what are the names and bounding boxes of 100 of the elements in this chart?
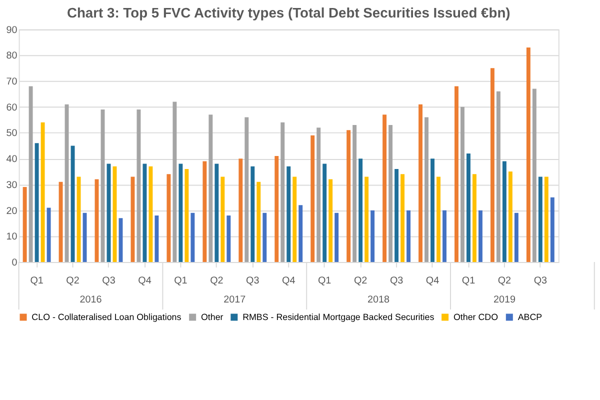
bar bbox=[424, 117, 428, 262]
bar bbox=[400, 174, 405, 262]
bar bbox=[460, 106, 464, 262]
bar bbox=[472, 174, 476, 262]
text: 2016 bbox=[80, 294, 102, 306]
x-tick-label: Q1 bbox=[462, 275, 476, 286]
bar bbox=[214, 164, 219, 262]
y-tick-label: 90 bbox=[6, 24, 18, 36]
bar bbox=[286, 166, 291, 262]
x-tick-label: Q1 bbox=[30, 275, 44, 286]
legend-label: Other CDO bbox=[453, 312, 498, 322]
x-tick-label: Q3 bbox=[102, 275, 116, 286]
bar bbox=[430, 158, 434, 262]
bar bbox=[496, 91, 500, 262]
bar bbox=[478, 210, 482, 262]
x-tick-label: Q2 bbox=[354, 275, 368, 286]
x-tick-label: Q4 bbox=[426, 275, 440, 286]
x-tick-label: Q3 bbox=[534, 275, 548, 286]
bar bbox=[442, 210, 446, 262]
bar bbox=[310, 135, 315, 262]
bar bbox=[28, 86, 33, 262]
bar bbox=[292, 176, 297, 262]
bar bbox=[418, 104, 422, 262]
bar bbox=[238, 158, 243, 262]
bar bbox=[382, 114, 387, 262]
bar bbox=[466, 153, 470, 262]
bar bbox=[184, 168, 189, 262]
chart-title: Chart 3: Top 5 FVC Activity types (Total Debt Securities Issued €bn) bbox=[66, 4, 510, 20]
y-tick-label: 60 bbox=[6, 102, 18, 114]
bar bbox=[364, 176, 369, 262]
bar bbox=[142, 164, 147, 262]
x-tick-label: Q1 bbox=[318, 275, 332, 286]
bar bbox=[334, 212, 339, 262]
bar bbox=[550, 197, 554, 262]
bar bbox=[316, 128, 321, 262]
bar bbox=[370, 210, 375, 262]
x-tick-label: Q2 bbox=[498, 275, 512, 286]
text: 2018 bbox=[368, 294, 390, 306]
bar bbox=[34, 143, 39, 262]
bar bbox=[208, 114, 213, 262]
x-tick-label: Q3 bbox=[390, 275, 404, 286]
bar bbox=[70, 146, 75, 262]
bar bbox=[508, 172, 512, 262]
x-tick-label: Q2 bbox=[210, 275, 224, 286]
y-tick-label: 40 bbox=[6, 154, 18, 166]
bar bbox=[388, 125, 393, 262]
bar bbox=[178, 164, 183, 262]
text: 2019 bbox=[493, 294, 516, 306]
bar bbox=[250, 166, 255, 262]
bar bbox=[40, 122, 45, 262]
bar bbox=[22, 187, 27, 262]
x-tick-label: Q2 bbox=[66, 275, 80, 286]
y-tick-label: 30 bbox=[6, 180, 18, 191]
bar bbox=[166, 174, 171, 262]
bar bbox=[514, 212, 518, 262]
legend-label: CLO - Collateralised Loan Obligations bbox=[32, 312, 182, 322]
bar bbox=[436, 176, 440, 262]
text: 2017 bbox=[224, 294, 246, 306]
y-tick-label: 0 bbox=[12, 257, 18, 268]
bar bbox=[64, 104, 69, 262]
bar bbox=[532, 88, 536, 262]
bar bbox=[502, 161, 506, 262]
bar bbox=[226, 215, 231, 262]
bar bbox=[154, 215, 159, 262]
legend-label: ABCP bbox=[518, 312, 542, 322]
y-tick-label: 80 bbox=[6, 50, 18, 62]
bar bbox=[46, 208, 51, 262]
bar bbox=[490, 68, 494, 262]
bar bbox=[256, 182, 261, 262]
y-tick-label: 70 bbox=[6, 76, 18, 88]
bar bbox=[190, 212, 195, 262]
bar bbox=[136, 109, 141, 262]
bar bbox=[58, 182, 63, 262]
y-tick-label: 50 bbox=[6, 128, 18, 140]
bar bbox=[244, 117, 249, 262]
bar bbox=[526, 47, 530, 262]
bar bbox=[274, 156, 279, 262]
legend-label: Other bbox=[200, 312, 224, 322]
bar bbox=[538, 176, 542, 262]
x-tick-label: Q3 bbox=[246, 275, 260, 286]
bar bbox=[130, 176, 135, 262]
bar bbox=[220, 176, 225, 262]
bar bbox=[148, 166, 153, 262]
bar bbox=[358, 158, 363, 262]
y-tick-label: 10 bbox=[6, 232, 18, 243]
bar bbox=[454, 86, 458, 262]
bar bbox=[346, 130, 351, 262]
x-tick-label: Q4 bbox=[282, 275, 296, 286]
bar bbox=[262, 212, 267, 262]
bar bbox=[328, 179, 333, 262]
x-tick-label: Q4 bbox=[138, 275, 152, 286]
x-tick-label: Q1 bbox=[174, 275, 188, 286]
bar bbox=[352, 125, 357, 262]
y-tick-label: 20 bbox=[6, 206, 18, 217]
bar bbox=[298, 205, 303, 262]
bar bbox=[406, 210, 411, 262]
bar bbox=[322, 164, 327, 262]
legend-label: RMBS - Residential Mortgage Backed Securities bbox=[242, 312, 435, 322]
bar bbox=[172, 102, 177, 262]
bar bbox=[394, 168, 399, 262]
